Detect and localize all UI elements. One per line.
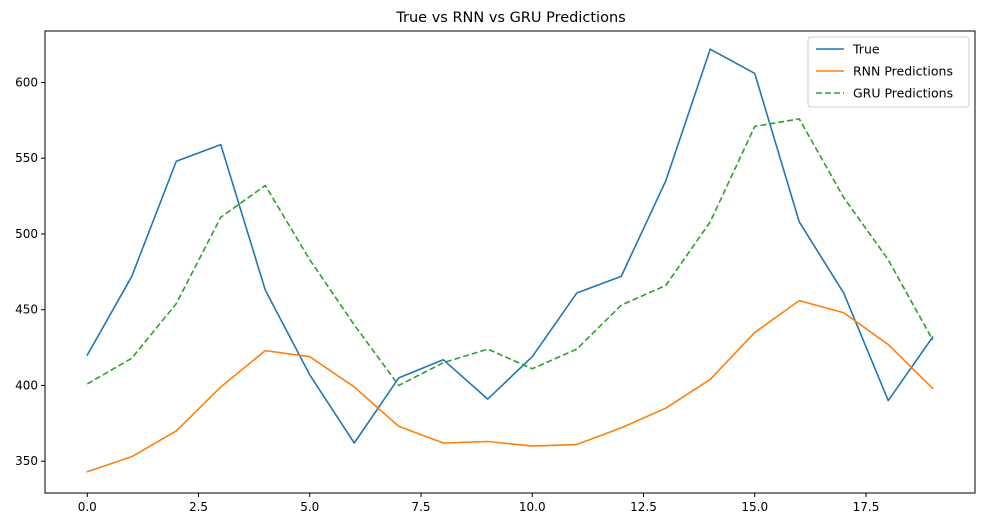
series-layer [86,48,934,473]
series-line-1 [86,48,934,444]
x-tick-label: 0.0 [78,500,97,514]
y-axis: 350 400 450 500 550 600 [15,76,45,468]
legend-box [807,36,970,108]
x-tick-label: 12.5 [630,500,657,514]
y-tick-label: 550 [15,151,38,165]
legend-label: True [852,42,880,57]
x-tick-label: 2.5 [189,500,208,514]
y-tick-label: 450 [15,303,38,317]
y-tick-label: 500 [15,227,38,241]
y-tick-label: 600 [15,76,38,90]
series-line-3 [86,118,934,387]
legend-label: RNN Predictions [853,64,953,79]
x-axis: 0.0 2.5 5.0 7.5 10.0 12.5 15.0 17.5 [78,493,880,514]
chart-title: True vs RNN vs GRU Predictions [395,10,625,26]
legend: True RNN Predictions GRU Predictions [807,36,970,108]
legend-label: GRU Predictions [853,86,953,101]
y-tick-label: 400 [15,378,38,392]
y-tick-label: 350 [15,454,38,468]
plot-area-frame [44,30,976,494]
series-line-2 [86,299,934,473]
x-tick-label: 15.0 [741,500,768,514]
x-tick-label: 5.0 [300,500,319,514]
x-tick-label: 7.5 [411,500,430,514]
x-tick-label: 10.0 [519,500,546,514]
x-tick-label: 17.5 [853,500,880,514]
